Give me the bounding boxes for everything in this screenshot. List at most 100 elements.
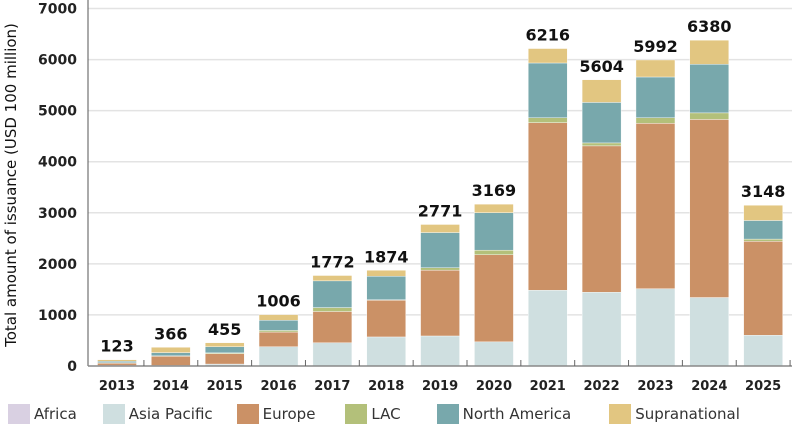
bar-segment-north-america	[366, 276, 406, 300]
y-tick-label: 7000	[38, 2, 77, 18]
total-label: 366	[154, 324, 187, 343]
x-tick-label: 2015	[207, 379, 243, 394]
bar-segment-north-america	[97, 361, 137, 363]
x-tick-label: 2020	[476, 379, 512, 394]
bar-segment-europe	[474, 254, 514, 343]
bar-segment-asia-pacific	[743, 335, 783, 367]
total-label: 5992	[633, 37, 678, 56]
legend-swatch	[436, 404, 459, 424]
bar-segment-europe	[743, 241, 783, 336]
bar-segment-supranational	[528, 48, 568, 64]
bars: 123 366 455 1006 1772 1874 2771 3169 6216 5604 599…	[97, 17, 786, 367]
legend-item: Africa	[8, 404, 77, 424]
total-label: 455	[208, 320, 241, 339]
legend-swatch	[236, 404, 259, 424]
y-tick-label: 4000	[38, 155, 77, 171]
bar-segment-europe	[528, 122, 568, 291]
bar-segment-europe	[204, 353, 245, 365]
total-label: 123	[100, 337, 133, 356]
bar-segment-europe	[689, 119, 730, 298]
x-tick-label: 2013	[99, 379, 135, 394]
bar-segment-europe	[258, 331, 299, 347]
total-label: 1772	[310, 253, 355, 272]
bar-segment-lac	[528, 117, 568, 123]
legend-item: Supranational	[609, 404, 740, 424]
bar-segment-supranational	[97, 359, 137, 362]
legend-item: Asia Pacific	[102, 404, 213, 424]
bar-segment-asia-pacific	[689, 297, 730, 367]
legend-label: Supranational	[635, 405, 740, 423]
legend-swatch	[102, 404, 125, 424]
bar-segment-europe	[312, 311, 353, 344]
bar-segment-lac	[635, 117, 676, 124]
legend: Africa Asia Pacific Europe LAC North America…	[8, 404, 740, 424]
bar-segment-asia-pacific	[474, 341, 514, 367]
legend-label: Europe	[262, 405, 316, 423]
bar-segment-lac	[312, 307, 353, 312]
bar-segment-north-america	[258, 320, 299, 331]
bar-segment-supranational	[581, 79, 622, 103]
total-label: 1006	[256, 292, 301, 311]
legend-item: Europe	[236, 404, 316, 424]
bar-segment-supranational	[689, 39, 730, 65]
bar-segment-supranational	[258, 314, 299, 321]
total-label: 3148	[741, 182, 786, 201]
bar-segment-north-america	[581, 102, 622, 144]
bar-segment-europe	[635, 123, 676, 289]
bar-segment-supranational	[312, 275, 353, 282]
legend-label: Africa	[34, 405, 77, 423]
bar-segment-lac	[474, 249, 514, 255]
bar-segment-supranational	[366, 270, 406, 277]
x-tick-label: 2022	[584, 379, 620, 394]
x-tick-label: 2017	[314, 379, 350, 394]
total-label: 1874	[364, 247, 409, 266]
bar-segment-asia-pacific	[635, 288, 676, 367]
bar-segment-asia-pacific	[366, 336, 406, 367]
bar-segment-north-america	[743, 220, 783, 240]
gridlines	[88, 7, 792, 316]
bar-segment-europe	[581, 145, 622, 293]
bar-segment-asia-pacific	[528, 290, 568, 367]
legend-label: Asia Pacific	[128, 405, 213, 423]
bar-segment-asia-pacific	[312, 342, 353, 367]
x-tick-label: 2016	[260, 379, 296, 394]
x-tick-label: 2025	[745, 379, 781, 394]
total-label: 2771	[418, 201, 463, 220]
bar-segment-supranational	[420, 224, 460, 233]
bar-segment-supranational	[204, 342, 245, 347]
total-label: 3169	[472, 181, 517, 200]
bar-segment-lac	[581, 142, 622, 147]
bar-segment-north-america	[689, 64, 730, 114]
total-label: 5604	[579, 57, 624, 76]
bar-segment-supranational	[743, 205, 783, 221]
bar-segment-europe	[366, 300, 406, 338]
y-tick-label: 3000	[38, 206, 77, 222]
bar-segment-supranational	[474, 203, 514, 213]
y-tick-label: 2000	[38, 257, 77, 273]
total-label: 6216	[526, 26, 571, 45]
bar-segment-europe	[151, 355, 191, 366]
x-tick-label: 2014	[153, 379, 189, 394]
legend-label: North America	[462, 405, 572, 423]
bar-segment-lac	[258, 330, 299, 333]
y-tick-label: 0	[67, 359, 77, 375]
x-tick-label: 2019	[422, 379, 458, 394]
x-tick-label: 2018	[368, 379, 404, 394]
y-tick-label: 6000	[38, 53, 77, 69]
bar-segment-asia-pacific	[258, 346, 299, 367]
bar-segment-north-america	[635, 76, 676, 118]
legend-item: North America	[436, 404, 572, 424]
bar-segment-lac	[420, 267, 460, 271]
legend-swatch	[345, 404, 368, 424]
bar-segment-north-america	[151, 352, 191, 357]
bar-segment-north-america	[474, 212, 514, 251]
bar-segment-europe	[420, 269, 460, 337]
bar-segment-supranational	[151, 347, 191, 353]
bar-segment-north-america	[420, 232, 460, 268]
x-tick-label: 2024	[691, 379, 727, 394]
axes: 0 1000 2000 3000 4000 5000 6000 7000 2013 2014 201…	[38, 0, 792, 394]
bar-segment-lac	[689, 112, 730, 120]
bar-segment-asia-pacific	[581, 292, 622, 367]
bar-segment-supranational	[635, 59, 676, 78]
legend-swatch	[609, 404, 632, 424]
